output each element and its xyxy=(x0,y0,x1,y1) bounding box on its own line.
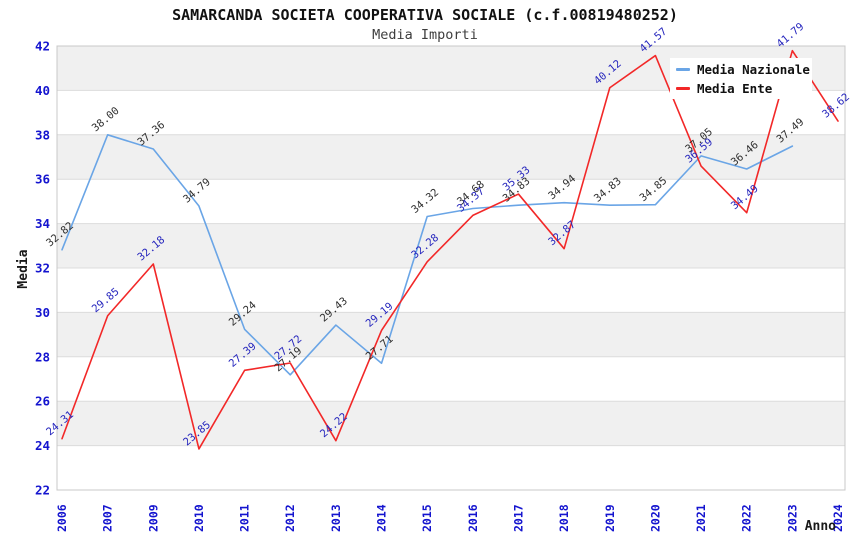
legend-label-media-ente: Media Ente xyxy=(697,80,773,96)
chart-legend: Media Nazionale Media Ente xyxy=(670,58,812,99)
x-tick-label: 2012 xyxy=(283,504,297,532)
x-tick-label: 2013 xyxy=(329,504,343,532)
x-tick-label: 2010 xyxy=(192,504,206,532)
y-tick-label: 38 xyxy=(35,127,50,142)
x-tick-label: 2014 xyxy=(375,504,389,532)
y-tick-label: 36 xyxy=(35,172,50,187)
x-tick-label: 2016 xyxy=(466,504,480,532)
y-tick-label: 42 xyxy=(35,39,50,54)
plot-border xyxy=(56,45,846,491)
legend-swatch-blue-line-icon xyxy=(676,67,690,71)
point-label-media-nazionale: 38.00 xyxy=(90,105,122,135)
chart-subtitle: Media Importi xyxy=(372,27,478,43)
plot-band xyxy=(57,134,845,180)
y-tick-label: 26 xyxy=(35,394,50,409)
legend-item-media-ente: Media Ente xyxy=(676,80,812,97)
x-tick-label: 2018 xyxy=(557,504,571,532)
y-tick-label: 40 xyxy=(35,83,50,98)
plot-band xyxy=(57,401,845,446)
x-axis-title: Anno xyxy=(805,519,836,534)
x-tick-label: 2007 xyxy=(101,504,115,532)
series-line-media-nazionale xyxy=(61,134,794,376)
legend-swatch-red-line-icon xyxy=(676,86,690,90)
point-label-media-ente: 29.85 xyxy=(90,286,122,316)
point-label-media-nazionale: 34.32 xyxy=(409,186,441,216)
x-tick-label: 2020 xyxy=(648,504,662,532)
x-tick-label: 2023 xyxy=(785,504,799,532)
legend-label-media-nazionale: Media Nazionale xyxy=(697,61,810,77)
y-tick-label: 30 xyxy=(35,305,50,320)
x-tick-label: 2022 xyxy=(740,504,754,532)
x-tick-label: 2017 xyxy=(511,504,525,532)
plot-band xyxy=(57,223,845,268)
plot-band xyxy=(57,312,845,357)
x-tick-label: 2019 xyxy=(603,504,617,532)
y-tick-label: 22 xyxy=(35,483,50,498)
x-tick-label: 2011 xyxy=(238,504,252,532)
point-label-media-ente: 34.49 xyxy=(729,183,761,213)
y-axis-title: Media xyxy=(16,249,31,288)
x-tick-label: 2024 xyxy=(831,504,845,532)
x-tick-label: 2006 xyxy=(55,504,69,532)
y-tick-label: 28 xyxy=(35,349,50,364)
x-tick-label: 2015 xyxy=(420,504,434,532)
legend-item-media-nazionale: Media Nazionale xyxy=(676,61,812,78)
x-tick-label: 2009 xyxy=(146,504,160,532)
y-tick-label: 34 xyxy=(35,216,50,231)
series-line-media-ente xyxy=(61,49,839,450)
y-tick-label: 24 xyxy=(35,438,50,453)
y-tick-label: 32 xyxy=(35,261,50,276)
x-tick-label: 2021 xyxy=(694,504,708,532)
chart-title: SAMARCANDA SOCIETA COOPERATIVA SOCIALE (… xyxy=(172,6,678,24)
